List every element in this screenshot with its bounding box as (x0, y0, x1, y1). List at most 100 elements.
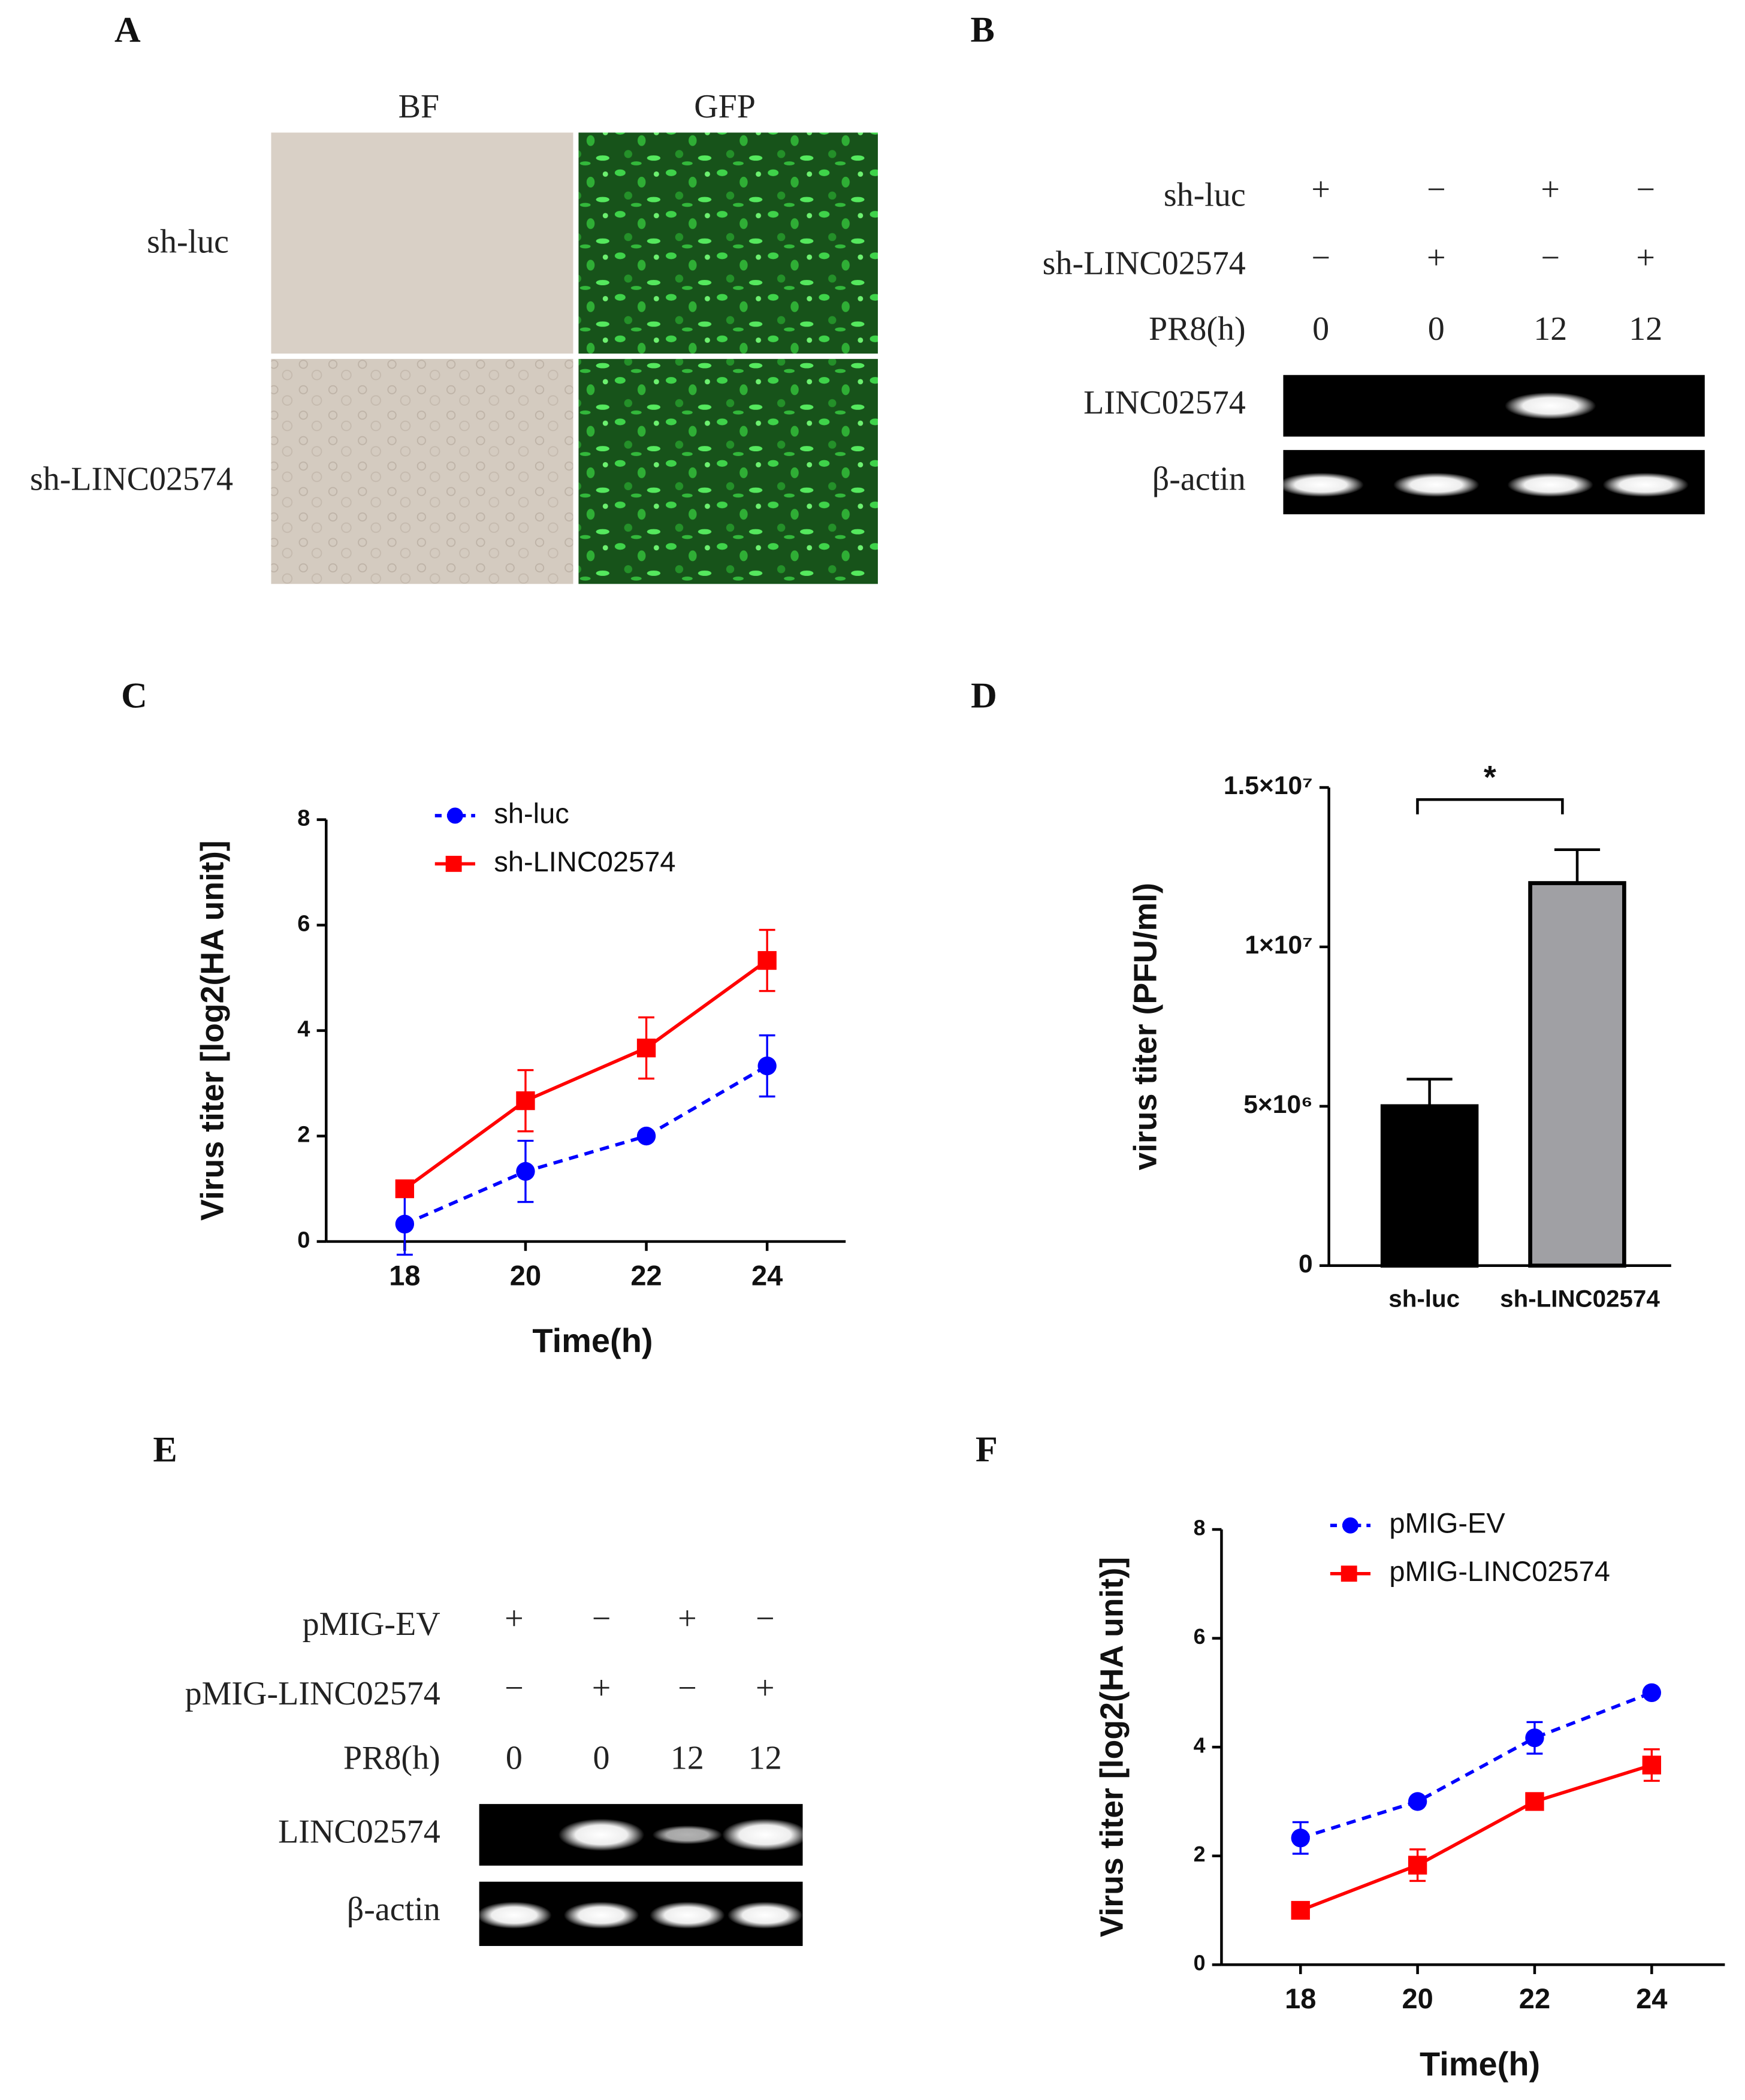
gel-e (476, 1804, 808, 1947)
x-tick-label: 18 (1285, 1983, 1316, 2014)
point (1525, 1792, 1544, 1811)
point (1408, 1792, 1427, 1811)
condition-label: PR8(h) (343, 1739, 440, 1776)
column-label: BF (398, 88, 439, 125)
legend-marker (1342, 1517, 1358, 1534)
y-tick-label: 6 (1194, 1625, 1206, 1649)
row-label: sh-luc (147, 224, 229, 261)
condition-cell: 12 (1629, 310, 1662, 348)
point (757, 951, 777, 970)
x-tick-label: 24 (751, 1259, 783, 1291)
condition-label: pMIG-LINC02574 (185, 1675, 440, 1712)
y-tick-label: 0 (1194, 1951, 1206, 1975)
condition-cell: + (1311, 171, 1330, 209)
column-label: GFP (694, 88, 756, 125)
micrograph (271, 132, 573, 354)
y-axis-label: Virus titer [log2(HA unit)] (1094, 1557, 1130, 1938)
band (1602, 472, 1689, 497)
point (1642, 1755, 1661, 1775)
y-tick-label: 5×10⁶ (1243, 1091, 1312, 1119)
y-tick-label: 4 (297, 1017, 310, 1042)
condition-cell: 0 (593, 1739, 610, 1776)
condition-cell: − (592, 1600, 611, 1637)
condition-cell: + (678, 1600, 697, 1637)
band (1505, 392, 1596, 420)
y-tick-label: 1.5×10⁷ (1224, 772, 1313, 800)
point (1525, 1728, 1544, 1748)
condition-cell: − (505, 1670, 524, 1707)
gel-label: β-actin (347, 1891, 440, 1928)
significance-label: * (1484, 759, 1496, 795)
y-axis-label: Virus titer [log2(HA unit)] (195, 840, 231, 1221)
panel-letter: C (121, 675, 147, 716)
y-tick-label: 2 (1194, 1842, 1206, 1866)
point (1291, 1900, 1310, 1920)
error-bar (1406, 1078, 1453, 1106)
panel-letter: B (971, 10, 995, 50)
band (650, 1902, 725, 1929)
panel-letter: D (971, 675, 997, 716)
y-tick-label: 0 (1299, 1250, 1313, 1278)
series-line (403, 959, 768, 1190)
legend-marker (1341, 1565, 1357, 1582)
significance-bracket (1416, 798, 1564, 814)
condition-cell: + (592, 1670, 611, 1707)
point (1642, 1683, 1661, 1703)
y-axis-label: virus titer (PFU/ml) (1127, 883, 1163, 1170)
condition-cell: − (1311, 240, 1330, 277)
series-line (1300, 1763, 1653, 1912)
condition-label: pMIG-EV (303, 1606, 440, 1643)
y-tick-label: 0 (297, 1228, 310, 1253)
panel-letter: E (153, 1430, 177, 1470)
band (1278, 472, 1364, 497)
point (516, 1161, 535, 1181)
condition-cell: 12 (748, 1739, 782, 1776)
band (727, 1902, 803, 1929)
series-line (1300, 1691, 1653, 1840)
band (722, 1818, 808, 1851)
panel-letters: A B C D E F (114, 10, 998, 1470)
legend-marker (445, 855, 462, 872)
x-tick-label: 18 (389, 1259, 420, 1291)
band (558, 1818, 645, 1851)
condition-cell: 0 (1312, 310, 1329, 348)
x-axis-label: Time(h) (532, 1321, 653, 1359)
x-tick-label: 24 (1636, 1983, 1667, 2014)
gel-b (1278, 375, 1705, 515)
condition-cell: 0 (1428, 310, 1445, 348)
series-line (404, 1064, 768, 1226)
condition-cell: − (678, 1670, 697, 1707)
gel (1283, 375, 1705, 437)
x-tick-label: sh-LINC02574 (1500, 1286, 1660, 1312)
condition-cell: − (756, 1600, 775, 1637)
point (757, 1056, 777, 1076)
micrograph (271, 358, 573, 584)
condition-cell: 12 (671, 1739, 704, 1776)
band (476, 1902, 552, 1929)
y-tick-label: 8 (1194, 1516, 1206, 1540)
legend-label: pMIG-LINC02574 (1389, 1555, 1610, 1587)
condition-label: PR8(h) (1149, 310, 1246, 348)
point (636, 1126, 656, 1146)
point (636, 1038, 656, 1058)
x-tick-label: 22 (1519, 1983, 1550, 2014)
point (1291, 1829, 1310, 1848)
condition-cell: + (1541, 171, 1560, 209)
band (652, 1825, 723, 1845)
legend-marker (446, 807, 463, 824)
y-tick-label: 1×10⁷ (1245, 931, 1312, 960)
point (516, 1091, 535, 1111)
point (1408, 1855, 1427, 1875)
row-label: sh-LINC02574 (30, 460, 233, 497)
panel-letter: A (114, 10, 141, 50)
condition-cell: − (1541, 240, 1560, 277)
x-tick-label: 22 (630, 1259, 662, 1291)
gel-label: LINC02574 (1083, 384, 1246, 421)
legend-label: sh-luc (494, 797, 569, 829)
gel-label: LINC02574 (278, 1813, 440, 1850)
micrograph (578, 132, 878, 354)
point (395, 1214, 415, 1234)
panel-letter: F (976, 1430, 998, 1470)
y-tick-label: 8 (297, 806, 310, 831)
